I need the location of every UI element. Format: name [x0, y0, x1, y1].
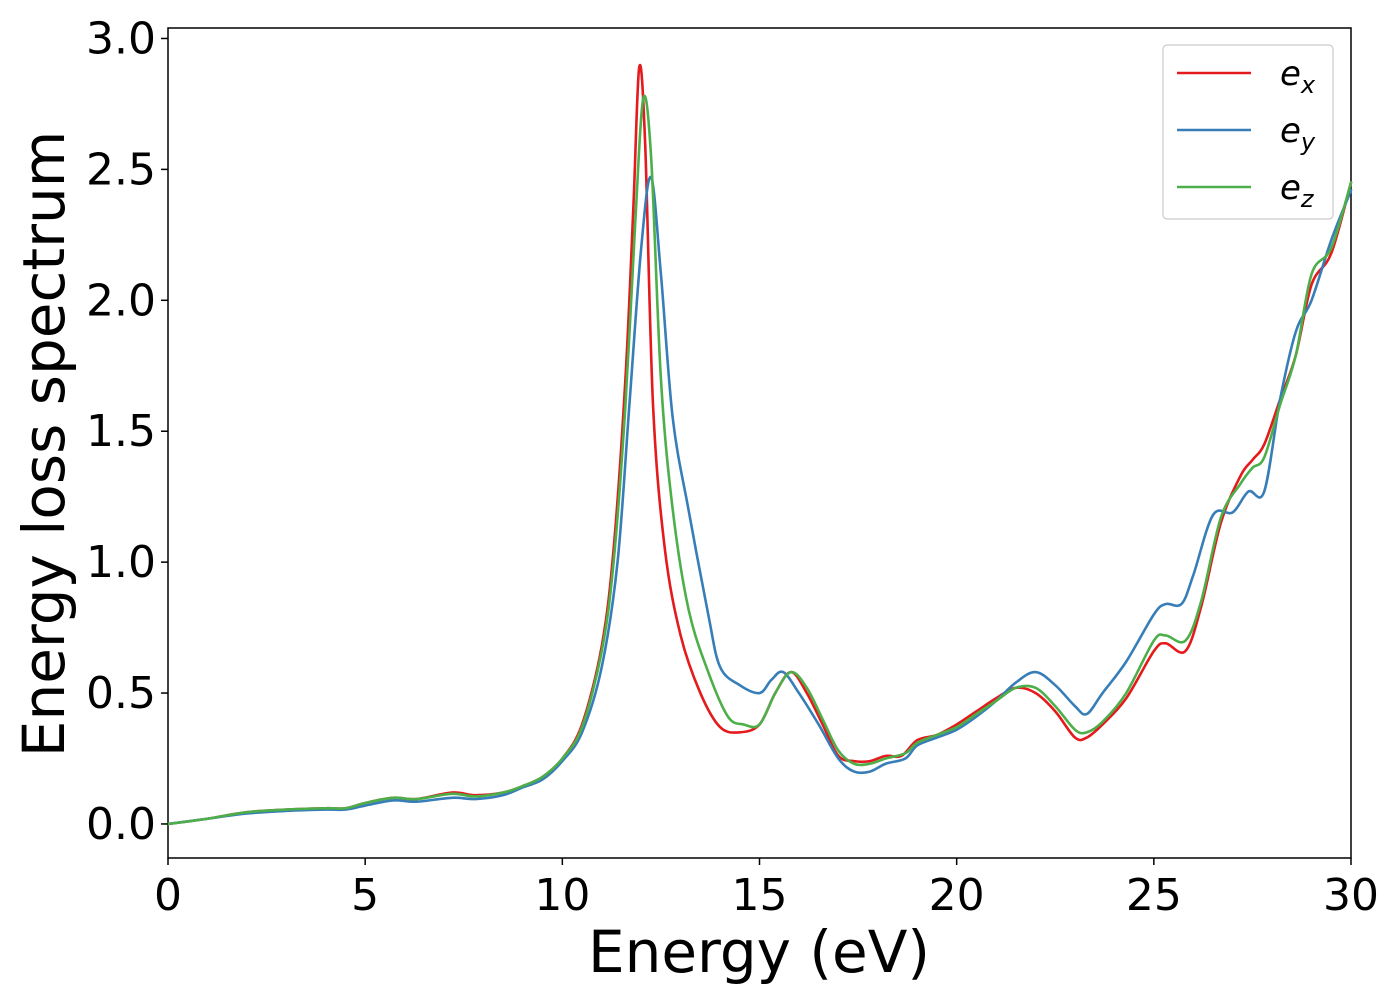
y-axis-label: Energy loss spectrum [10, 131, 78, 757]
y-tick-label: 2.5 [86, 144, 156, 195]
x-axis-label: Energy (eV) [588, 918, 930, 986]
y-tick-label: 0.5 [86, 668, 156, 719]
legend: ex ey ez [1162, 44, 1334, 220]
legend-label-e-x: ex [1280, 54, 1316, 99]
x-tick-label: 25 [1126, 870, 1182, 921]
x-tick-label: 10 [534, 870, 590, 921]
x-tick-label: 15 [732, 870, 788, 921]
y-axis-ticks: 0.0 0.5 1.0 1.5 2.0 2.5 3.0 [86, 13, 168, 850]
y-tick-label: 2.0 [86, 275, 156, 326]
x-tick-label: 5 [351, 870, 379, 921]
legend-frame [1162, 44, 1334, 220]
y-tick-label: 3.0 [86, 13, 156, 64]
series-layer [166, 63, 1353, 826]
x-tick-label: 30 [1323, 870, 1379, 921]
series-line-e-z [166, 94, 1353, 826]
plot-area [167, 27, 1352, 859]
x-axis-ticks: 0 5 10 15 20 25 30 [154, 858, 1379, 921]
y-tick-label: 1.5 [86, 406, 156, 457]
y-tick-label: 1.0 [86, 537, 156, 588]
x-tick-label: 20 [929, 870, 985, 921]
legend-label-e-z: ez [1280, 168, 1315, 213]
y-tick-label: 0.0 [86, 799, 156, 850]
x-tick-label: 0 [154, 870, 182, 921]
legend-label-e-y: ey [1280, 111, 1316, 156]
